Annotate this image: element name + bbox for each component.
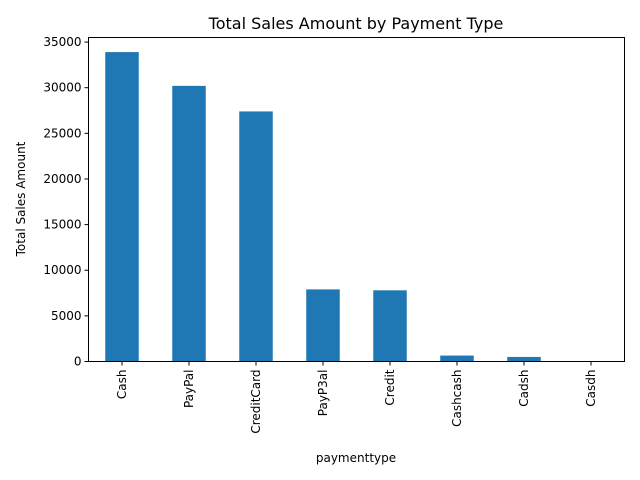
y-tick-label: 25000 xyxy=(43,126,81,140)
y-tick-label: 5000 xyxy=(51,309,82,323)
x-tick-label: Casdh xyxy=(584,370,598,407)
y-tick-label: 15000 xyxy=(43,218,81,232)
bar-paypal xyxy=(172,85,206,362)
x-axis: Cash PayPal CreditCard PayP3al Credit Cashcas… xyxy=(115,361,598,434)
x-tick-label: CreditCard xyxy=(249,370,263,434)
bar-cash xyxy=(105,52,139,362)
y-tick-label: 35000 xyxy=(43,35,81,49)
x-tick-label: Cashcash xyxy=(450,370,464,427)
chart-title: Total Sales Amount by Payment Type xyxy=(208,14,504,33)
bar-cashcash xyxy=(440,355,474,362)
bars-group xyxy=(105,52,608,362)
bar-credit xyxy=(373,290,407,362)
bar-cadsh xyxy=(507,356,541,362)
y-axis: 0 5000 10000 15000 20000 25000 30000 35000 xyxy=(43,35,89,369)
x-axis-label: paymenttype xyxy=(316,451,396,465)
x-tick-label: Cadsh xyxy=(517,370,531,407)
bar-payp3al xyxy=(306,289,340,362)
x-tick-label: Cash xyxy=(115,370,129,400)
y-tick-label: 10000 xyxy=(43,263,81,277)
plot-frame xyxy=(88,37,625,362)
x-tick-label: PayP3al xyxy=(316,370,330,417)
y-tick-label: 30000 xyxy=(43,81,81,95)
bar-creditcard xyxy=(239,111,273,362)
y-axis-label: Total Sales Amount xyxy=(14,141,28,257)
x-tick-label: Credit xyxy=(383,369,397,405)
x-tick-label: PayPal xyxy=(182,370,196,409)
y-tick-label: 0 xyxy=(74,355,82,369)
y-tick-label: 20000 xyxy=(43,172,81,186)
